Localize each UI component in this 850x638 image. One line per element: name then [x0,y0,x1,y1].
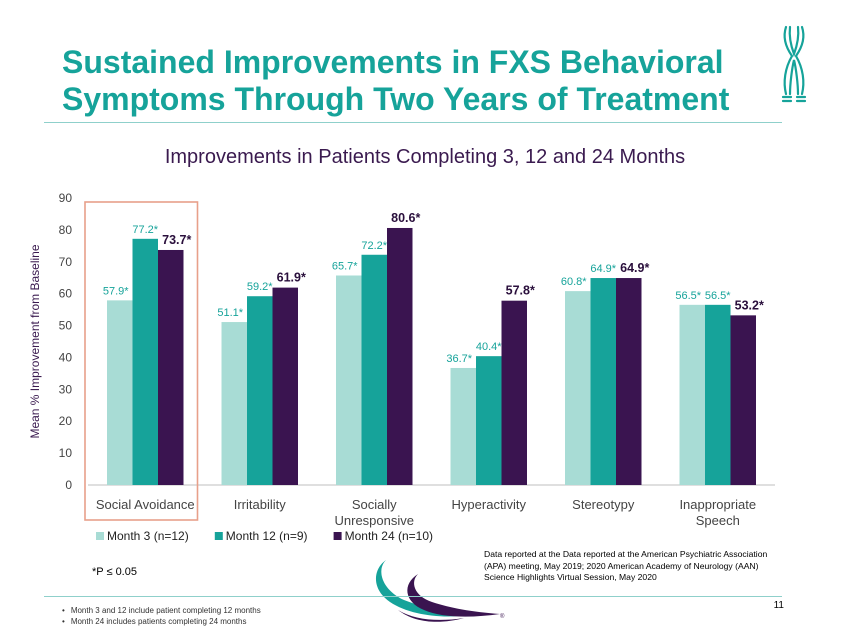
top-divider [44,122,782,123]
y-tick-label: 40 [59,350,73,364]
bar [158,249,184,485]
data-label: 64.9* [620,261,649,275]
bar [705,304,731,485]
bar [361,254,387,485]
y-tick-label: 20 [59,414,73,428]
y-axis-title: Mean % Improvement from Baseline [28,244,42,438]
data-label: 53.2* [735,298,764,312]
bar [565,291,591,485]
bar [501,300,527,485]
y-tick-label: 90 [59,191,73,205]
y-tick-label: 80 [59,223,73,237]
data-label: 80.6* [391,211,420,225]
bar [107,300,133,485]
data-label: 57.8* [506,284,535,298]
x-tick-label: Speech [696,513,740,528]
company-logo-icon: ® [375,560,505,622]
y-tick-label: 60 [59,287,73,301]
bar [221,322,247,485]
bar [450,367,476,485]
chart-subtitle: Improvements in Patients Completing 3, 1… [164,146,686,168]
legend-label: Month 24 (n=10) [345,529,433,543]
bar [387,227,413,485]
y-tick-label: 50 [59,319,73,333]
y-tick-label: 10 [59,446,73,460]
data-label: 51.1* [217,307,243,319]
legend-label: Month 3 (n=12) [107,529,189,543]
data-label: 73.7* [162,233,191,247]
bar [132,238,158,485]
data-label: 56.5* [705,290,731,302]
bar [616,278,642,485]
data-label: 60.8* [561,276,587,288]
data-label: 36.7* [446,353,472,365]
data-label: 77.2* [132,224,158,236]
bar [476,356,502,485]
x-tick-label: Inappropriate [679,497,756,512]
x-tick-label: Social Avoidance [96,497,195,512]
slide-title: Sustained Improvements in FXS Behavioral… [62,44,762,118]
data-label: 61.9* [277,271,306,285]
data-label: 57.9* [103,285,129,297]
bar-chart: Mean % Improvement from Baseline 0 10 20 30 4… [28,191,775,543]
footer-note: Month 24 includes patients completing 24… [62,616,261,627]
x-tick-label: Irritability [234,497,287,512]
highlight-box [84,201,199,521]
footer-notes: Month 3 and 12 include patient completin… [62,605,261,627]
bar [336,275,362,485]
page-number: 11 [773,600,784,611]
logo-registered-mark: ® [500,613,505,620]
legend-swatch [214,532,223,540]
data-label: 56.5* [675,290,701,302]
bar [679,304,705,485]
footer-note: Month 3 and 12 include patient completin… [62,605,261,616]
significance-footnote: *P ≤ 0.05 [92,566,137,578]
x-tick-label: Socially [352,497,397,512]
y-tick-label: 30 [59,382,73,396]
x-tick-label: Hyperactivity [452,497,527,512]
y-tick-label: 0 [65,478,72,492]
y-tick-label: 70 [59,255,73,269]
legend-label: Month 12 (n=9) [226,529,308,543]
data-label: 59.2* [247,281,273,293]
x-tick-label: Stereotypy [572,497,635,512]
chromosome-icon [781,25,807,103]
data-label: 40.4* [476,341,502,353]
legend-swatch [333,532,342,540]
data-source-note: Data reported at the Data reported at th… [484,549,768,582]
bottom-divider [44,596,782,597]
slide-title-line-1: Sustained Improvements in FXS Behavioral [62,44,724,80]
data-label: 65.7* [332,260,358,272]
x-tick-label: Unresponsive [335,513,415,528]
data-label: 72.2* [361,240,387,252]
bar [590,278,616,485]
legend-swatch [96,532,104,540]
data-label: 64.9* [590,263,616,275]
bar [730,315,756,485]
slide-title-line-2: Symptoms Through Two Years of Treatment [62,81,730,117]
bar [247,296,273,485]
bar [272,287,298,485]
